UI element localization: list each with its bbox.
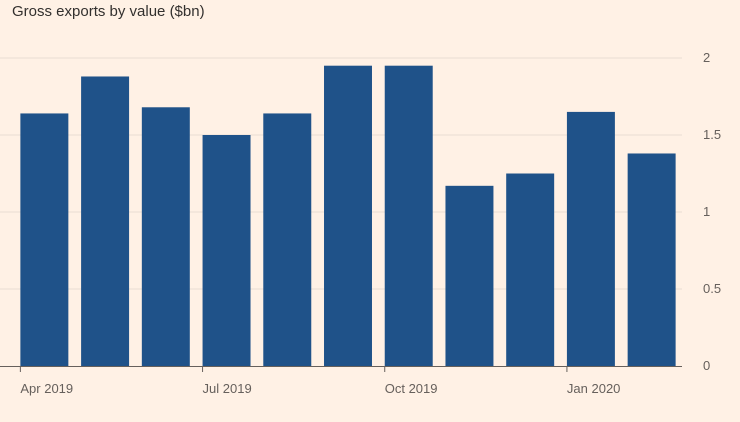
bars <box>20 65 676 367</box>
x-tick-label: Jan 2020 <box>567 381 621 396</box>
axes: 0 0.5 1 1.5 2 Apr 2019 Jul 2019 Oct 2019 Jan 202… <box>0 50 721 396</box>
bar-jan-2020 <box>566 111 615 367</box>
x-tick-label: Apr 2019 <box>20 381 73 396</box>
bar-may-2019 <box>81 76 130 366</box>
bar-jun-2019 <box>141 107 190 366</box>
x-tick-label: Oct 2019 <box>385 381 438 396</box>
bar-dec-2019 <box>506 173 555 366</box>
bar-aug-2019 <box>263 113 312 366</box>
x-tick-label: Jul 2019 <box>203 381 252 396</box>
y-tick-label: 2 <box>703 50 710 65</box>
chart-title: Gross exports by value ($bn) <box>12 3 205 20</box>
bar-apr-2019 <box>20 113 69 366</box>
bar-jul-2019 <box>202 135 251 366</box>
bar-feb-2020 <box>627 153 676 366</box>
bar-oct-2019 <box>384 65 433 366</box>
y-tick-label: 0.5 <box>703 281 721 296</box>
bar-nov-2019 <box>445 185 494 366</box>
y-tick-label: 0 <box>703 358 710 373</box>
y-tick-label: 1 <box>703 204 710 219</box>
bar-sep-2019 <box>324 65 372 366</box>
y-tick-label: 1.5 <box>703 127 721 142</box>
